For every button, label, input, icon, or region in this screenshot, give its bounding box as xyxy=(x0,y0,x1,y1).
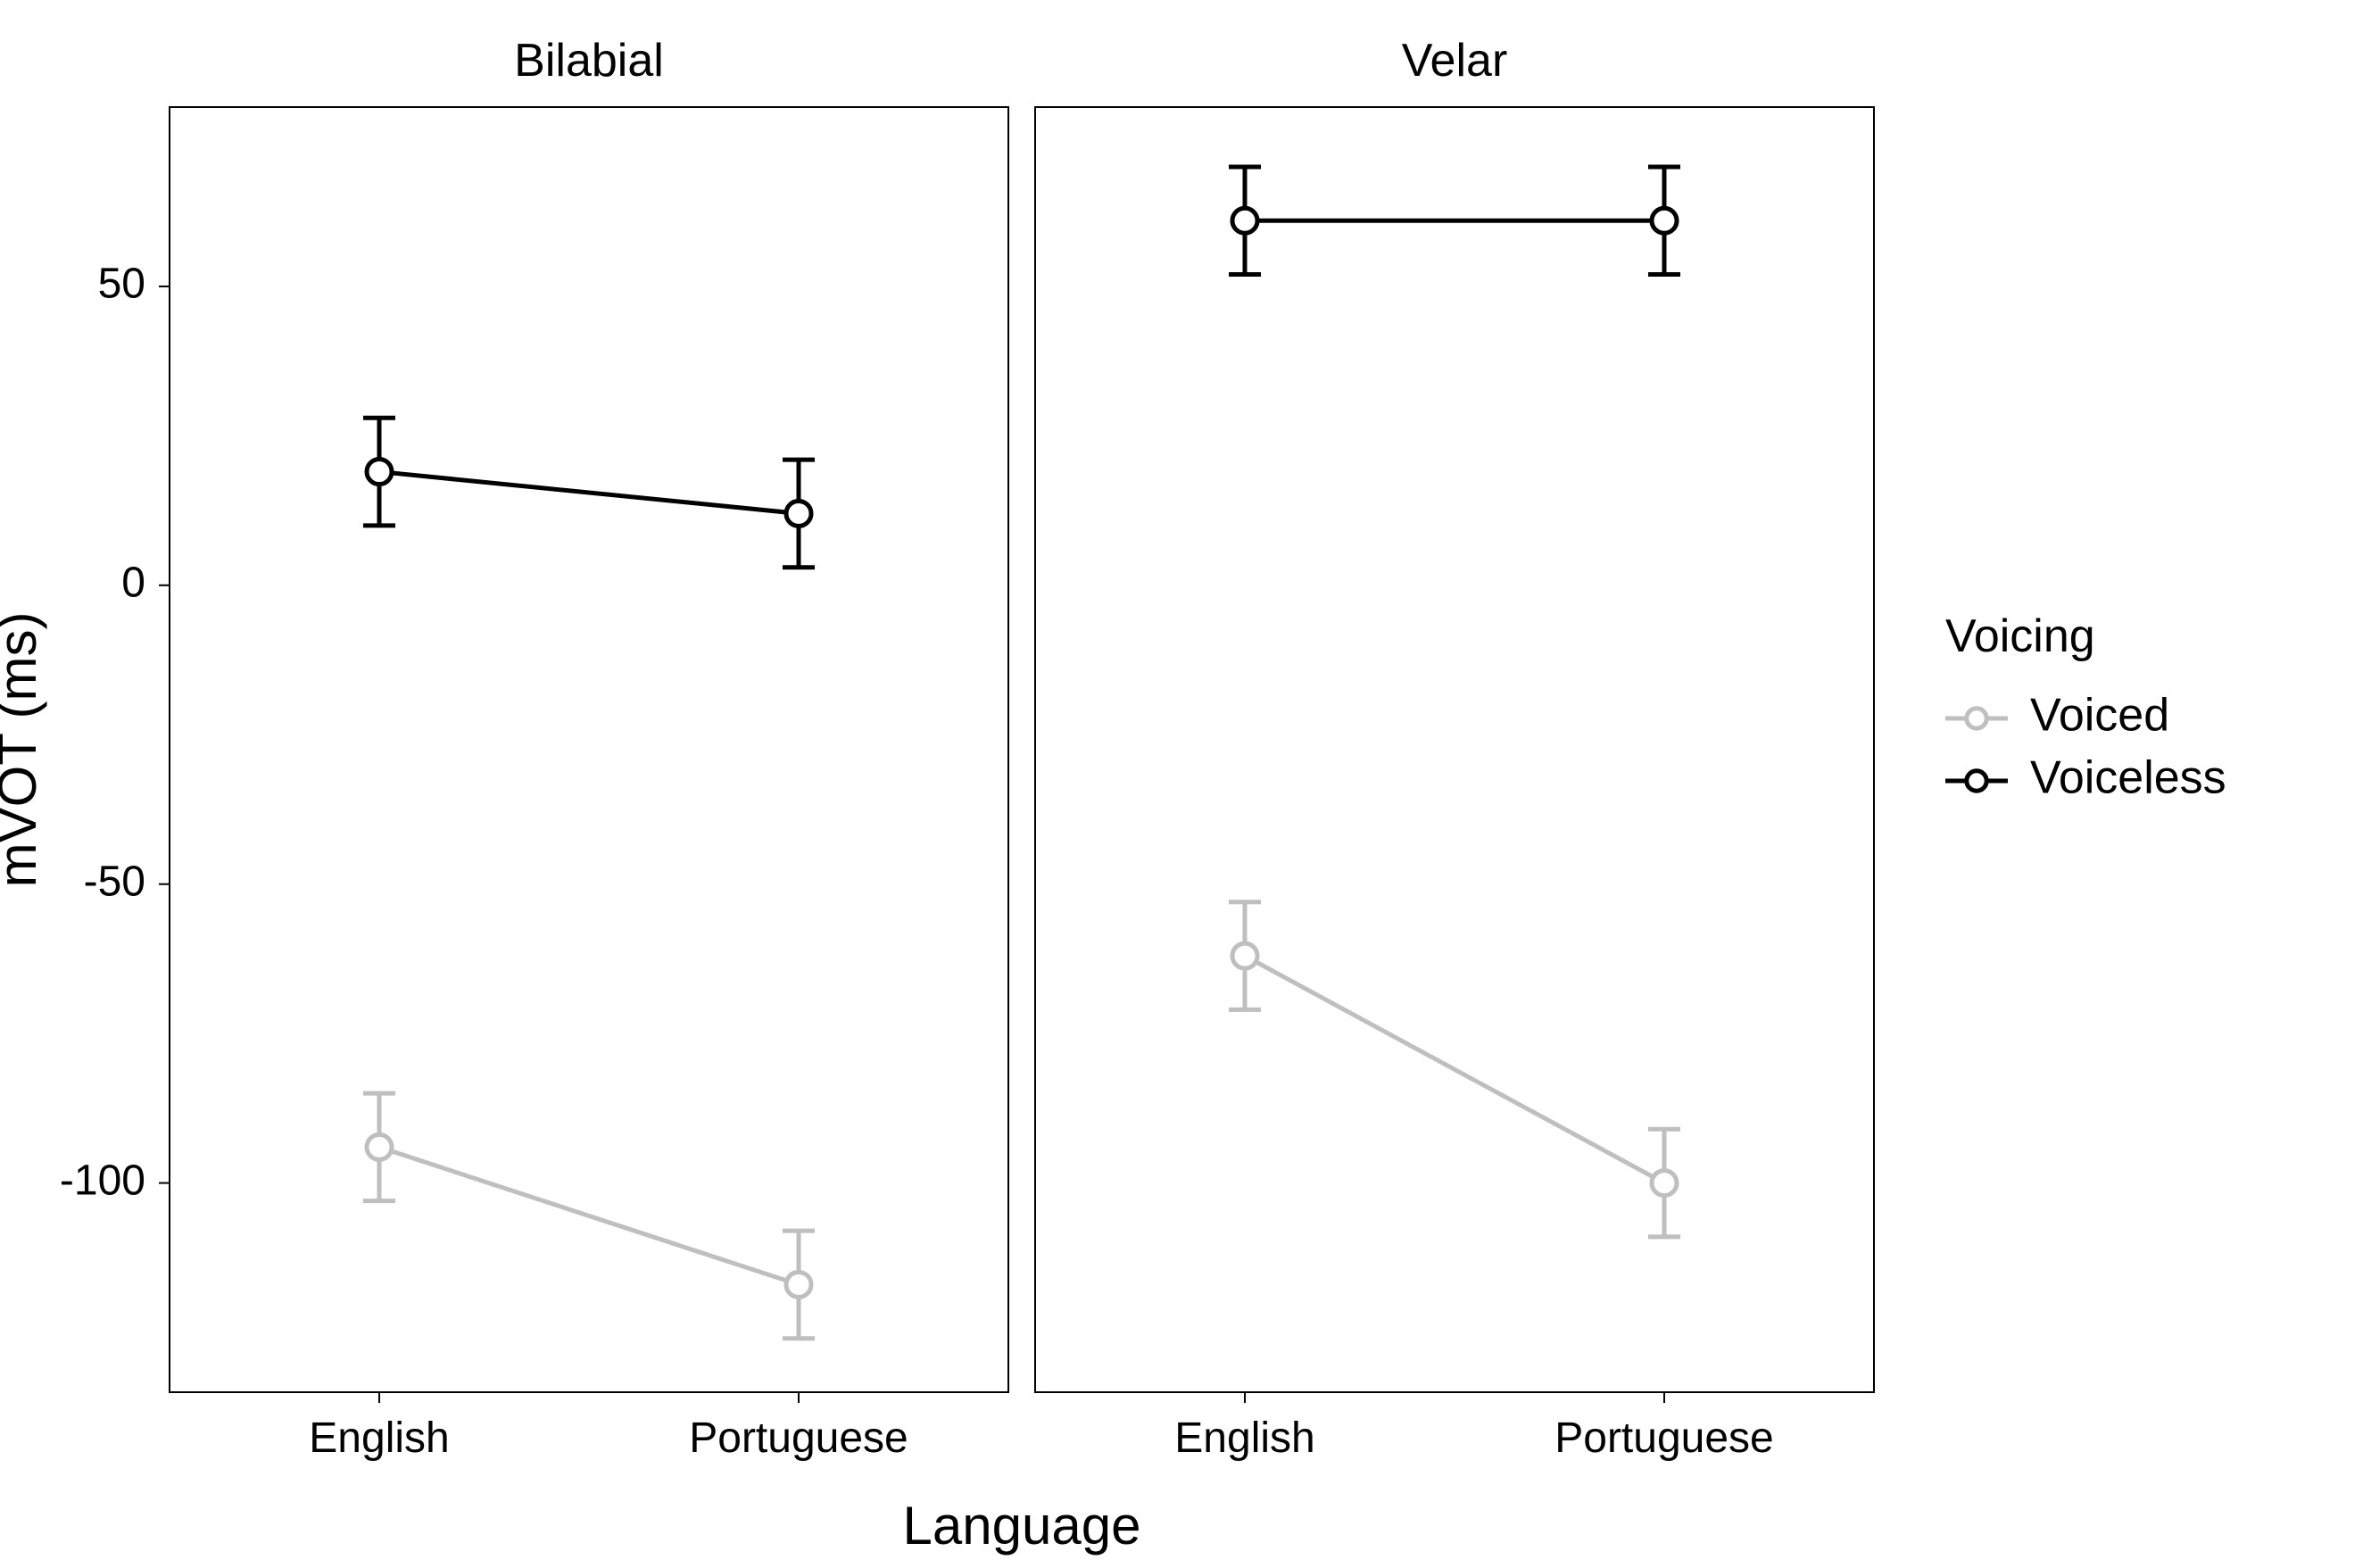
series-marker xyxy=(786,501,811,526)
legend-label: Voiceless xyxy=(2030,752,2226,804)
facet-strip-label: Velar xyxy=(1402,35,1508,87)
series-line xyxy=(1245,956,1664,1183)
x-axis-title: Language xyxy=(903,1496,1141,1556)
panel-border xyxy=(1035,107,1874,1392)
legend-label: Voiced xyxy=(2030,690,2169,742)
facet-strip-label: Bilabial xyxy=(514,35,664,87)
series-marker xyxy=(1652,1171,1677,1196)
panel-border xyxy=(170,107,1008,1392)
series-marker xyxy=(1232,208,1257,233)
x-tick-label: English xyxy=(1174,1415,1314,1462)
legend-title: Voicing xyxy=(1945,610,2095,662)
chart-container: Bilabial -100 -50 0 50 English Portuguese Velar… xyxy=(0,0,2371,1568)
series-marker xyxy=(1652,208,1677,233)
y-axis-title: mVOT (ms) xyxy=(0,612,47,888)
series-marker xyxy=(367,460,392,485)
y-tick-label: 50 xyxy=(98,261,145,308)
series-marker xyxy=(367,1134,392,1159)
y-tick-label: 0 xyxy=(121,559,145,606)
legend-key-marker xyxy=(1967,771,1986,791)
x-tick-label: Portuguese xyxy=(689,1415,908,1462)
y-tick-label: -100 xyxy=(60,1157,145,1204)
series-marker xyxy=(1232,943,1257,968)
series-line xyxy=(379,472,799,514)
legend-key-marker xyxy=(1967,709,1986,728)
y-tick-label: -50 xyxy=(84,858,145,905)
chart-svg: Bilabial -100 -50 0 50 English Portuguese Velar… xyxy=(0,0,2371,1568)
x-tick-label: Portuguese xyxy=(1554,1415,1774,1462)
x-tick-label: English xyxy=(309,1415,449,1462)
series-marker xyxy=(786,1272,811,1297)
series-line xyxy=(379,1147,799,1284)
